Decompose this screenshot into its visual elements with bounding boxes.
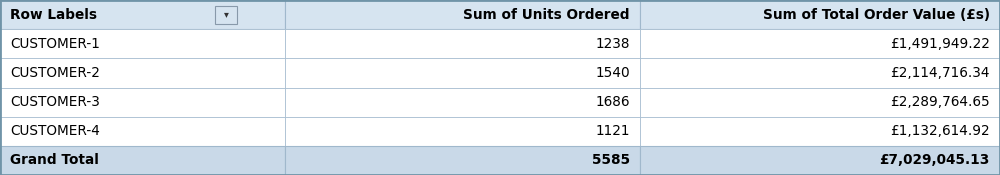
Bar <box>0 0 285 29</box>
Bar <box>285 29 640 58</box>
Bar <box>0 58 285 88</box>
Bar <box>0 146 285 175</box>
Text: CUSTOMER-3: CUSTOMER-3 <box>10 95 100 109</box>
Text: 5585: 5585 <box>592 153 630 167</box>
Text: £2,114,716.34: £2,114,716.34 <box>890 66 990 80</box>
Text: ▾: ▾ <box>224 10 228 20</box>
Bar <box>640 29 1000 58</box>
Text: £1,132,614.92: £1,132,614.92 <box>890 124 990 138</box>
Bar <box>0 117 285 146</box>
Bar <box>285 146 640 175</box>
Bar <box>640 0 1000 29</box>
Text: CUSTOMER-4: CUSTOMER-4 <box>10 124 100 138</box>
Text: 1686: 1686 <box>595 95 630 109</box>
Text: Grand Total: Grand Total <box>10 153 99 167</box>
Text: CUSTOMER-1: CUSTOMER-1 <box>10 37 100 51</box>
Text: 1540: 1540 <box>595 66 630 80</box>
Bar <box>0 29 285 58</box>
Bar <box>640 146 1000 175</box>
Bar <box>0 88 285 117</box>
Bar <box>640 88 1000 117</box>
Text: £1,491,949.22: £1,491,949.22 <box>890 37 990 51</box>
Text: Sum of Units Ordered: Sum of Units Ordered <box>463 8 630 22</box>
Bar <box>640 58 1000 88</box>
Text: £2,289,764.65: £2,289,764.65 <box>890 95 990 109</box>
Text: £7,029,045.13: £7,029,045.13 <box>880 153 990 167</box>
Text: 1238: 1238 <box>595 37 630 51</box>
Bar <box>215 6 237 24</box>
Bar <box>640 117 1000 146</box>
Text: Sum of Total Order Value (£s): Sum of Total Order Value (£s) <box>763 8 990 22</box>
Bar <box>285 58 640 88</box>
Text: 1121: 1121 <box>595 124 630 138</box>
Bar <box>285 0 640 29</box>
Text: CUSTOMER-2: CUSTOMER-2 <box>10 66 100 80</box>
Text: Row Labels: Row Labels <box>10 8 97 22</box>
Bar <box>285 117 640 146</box>
Bar <box>285 88 640 117</box>
